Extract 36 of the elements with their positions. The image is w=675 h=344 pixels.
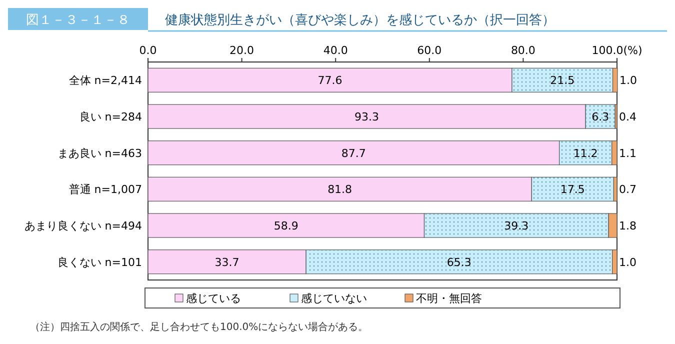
data-label: 1.0 <box>619 256 636 269</box>
data-label: 81.8 <box>328 183 352 196</box>
data-label: 11.2 <box>573 146 598 160</box>
y-tick-label: 全体 n=2,414 <box>68 74 142 88</box>
data-label: 33.7 <box>214 256 240 269</box>
y-tick-label: 良くない n=101 <box>57 256 142 269</box>
legend-label: 感じている <box>186 292 241 305</box>
data-label: 0.7 <box>619 183 636 196</box>
text: （注）四捨五入の関係で、足し合わせても100.0%にならない場合がある。 <box>30 321 368 333</box>
data-label: 77.6 <box>318 74 342 88</box>
data-label: 0.4 <box>619 110 636 124</box>
x-tick-label: 40.0 <box>323 44 348 57</box>
caption: 図１－３－１－８ <box>26 13 130 28</box>
legend-label: 不明・無回答 <box>416 292 482 305</box>
x-tick-label: 100.0(%) <box>592 44 642 57</box>
data-label: 17.5 <box>560 183 585 196</box>
data-label: 87.7 <box>341 146 366 160</box>
data-label: 93.3 <box>354 110 380 124</box>
x-tick-label: 80.0 <box>510 44 536 57</box>
y-tick-label: まあ良い n=463 <box>57 146 142 160</box>
data-label: 58.9 <box>274 220 298 232</box>
x-tick-label: 20.0 <box>230 44 254 57</box>
data-label: 21.5 <box>550 74 575 88</box>
data-label: 1.8 <box>619 220 636 232</box>
data-label: 6.3 <box>592 110 610 124</box>
data-label: 65.3 <box>446 256 472 269</box>
legend-label: 感じていない <box>301 292 367 305</box>
y-tick-label: 良い n=284 <box>79 110 142 124</box>
x-tick-label: 0.0 <box>139 44 157 57</box>
y-tick-label: 普通 n=1,007 <box>68 183 142 196</box>
data-label: 1.0 <box>619 74 637 88</box>
data-label: 39.3 <box>504 220 529 232</box>
y-tick-label: あまり良くない n=494 <box>24 220 142 232</box>
x-tick-label: 60.0 <box>417 44 442 57</box>
chart-title: 健康状態別生きがい（喜びや楽しみ）を感じているか（択一回答） <box>165 13 555 28</box>
data-label: 1.1 <box>619 146 636 160</box>
